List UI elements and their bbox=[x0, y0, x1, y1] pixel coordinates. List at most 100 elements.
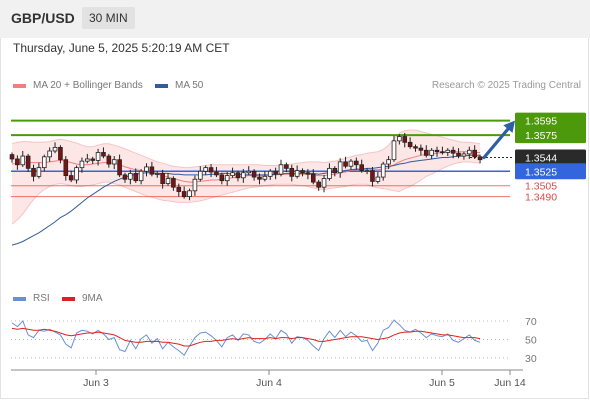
candle-body bbox=[20, 155, 26, 166]
candle-body bbox=[160, 173, 165, 184]
legend-bollinger-swatch bbox=[13, 83, 26, 88]
candle-body bbox=[111, 159, 117, 165]
candle bbox=[85, 153, 90, 164]
candle-body bbox=[197, 170, 203, 180]
candle-body bbox=[278, 164, 284, 175]
candle bbox=[241, 169, 246, 183]
candle bbox=[359, 159, 364, 173]
candle-body bbox=[359, 164, 364, 171]
candle bbox=[47, 147, 52, 162]
candle bbox=[160, 169, 165, 189]
candle bbox=[466, 146, 472, 159]
x-axis-tick-label: Jun 5 bbox=[429, 377, 455, 389]
candle-body bbox=[257, 176, 262, 180]
candle-body bbox=[208, 167, 214, 173]
candle-body bbox=[429, 149, 434, 156]
candle bbox=[133, 168, 139, 183]
candle bbox=[128, 169, 133, 185]
forecast-arrow-head bbox=[503, 120, 515, 133]
candle bbox=[375, 171, 381, 184]
candle-body bbox=[273, 170, 278, 175]
candle bbox=[407, 137, 413, 149]
legend-9ma-label: 9MA bbox=[82, 293, 103, 304]
candle bbox=[262, 171, 268, 182]
price-badge-1.3575 bbox=[515, 127, 586, 144]
candle bbox=[434, 146, 440, 157]
candle bbox=[273, 167, 278, 180]
candle-body bbox=[63, 159, 69, 177]
candle-body bbox=[450, 149, 456, 154]
candle-body bbox=[310, 173, 316, 183]
rsi-tick-label: 30 bbox=[525, 353, 537, 365]
legend-bollinger: MA 20 + Bollinger Bands bbox=[13, 80, 143, 91]
instrument-title: GBP/USD bbox=[11, 10, 75, 26]
candle-body bbox=[122, 174, 128, 180]
candle bbox=[230, 167, 235, 178]
candle-body bbox=[267, 170, 273, 177]
candle bbox=[138, 169, 144, 185]
legend-ma50-label: MA 50 bbox=[175, 80, 204, 91]
candle bbox=[429, 148, 434, 159]
candle-body bbox=[375, 176, 381, 182]
candle bbox=[192, 175, 198, 196]
credit-text: Research © 2025 Trading Central bbox=[431, 80, 581, 91]
candle bbox=[316, 179, 321, 191]
candle bbox=[52, 142, 58, 154]
candle-body bbox=[337, 161, 343, 174]
candle-body bbox=[440, 151, 445, 154]
candle bbox=[106, 153, 112, 168]
candle-body bbox=[9, 154, 15, 160]
candle-body bbox=[418, 147, 424, 151]
candle-body bbox=[472, 149, 477, 158]
candle-body bbox=[354, 160, 359, 166]
candle bbox=[337, 158, 343, 178]
candle-body bbox=[31, 167, 36, 177]
candle bbox=[370, 166, 375, 187]
candle bbox=[267, 169, 273, 180]
candle bbox=[224, 171, 230, 186]
candle bbox=[25, 153, 31, 172]
candle-body bbox=[224, 175, 230, 182]
candle bbox=[472, 145, 477, 159]
candle bbox=[154, 171, 160, 178]
candle-body bbox=[445, 149, 451, 153]
candle bbox=[208, 164, 214, 178]
legend-9ma: 9MA bbox=[62, 293, 103, 304]
candle-body bbox=[25, 155, 31, 169]
candle-body bbox=[332, 167, 338, 174]
candle bbox=[9, 152, 15, 163]
candle-body bbox=[171, 178, 176, 188]
candle-body bbox=[79, 160, 85, 169]
x-axis-tick-label: Jun 14 bbox=[494, 377, 526, 389]
candle-body bbox=[327, 167, 332, 179]
candle-body bbox=[154, 173, 160, 175]
candle bbox=[219, 172, 225, 185]
candle-body bbox=[477, 156, 483, 161]
candle bbox=[418, 144, 424, 156]
candle-body bbox=[15, 158, 20, 166]
price-badge-1.3525 bbox=[515, 163, 586, 180]
candle bbox=[181, 186, 187, 199]
candle-body bbox=[235, 172, 241, 179]
bollinger-band-fill bbox=[12, 130, 481, 225]
candle-body bbox=[386, 159, 391, 165]
candle bbox=[122, 172, 128, 183]
candle bbox=[90, 156, 96, 165]
candle-body bbox=[47, 150, 52, 158]
candle-body bbox=[128, 173, 133, 180]
candle-body bbox=[294, 170, 300, 177]
candle-body bbox=[241, 172, 246, 179]
candle bbox=[176, 183, 182, 197]
candle-body bbox=[262, 175, 268, 180]
timeframe-badge[interactable]: 30 MIN bbox=[82, 7, 135, 29]
candle bbox=[68, 170, 74, 183]
candle bbox=[144, 163, 149, 177]
rsi-tick-label: 70 bbox=[525, 316, 537, 328]
candle-body bbox=[251, 170, 257, 178]
x-axis-tick-label: Jun 4 bbox=[256, 377, 282, 389]
price-badge-1.3595 bbox=[515, 112, 586, 129]
candle bbox=[310, 169, 316, 185]
candle bbox=[95, 148, 101, 166]
candle bbox=[397, 134, 402, 145]
